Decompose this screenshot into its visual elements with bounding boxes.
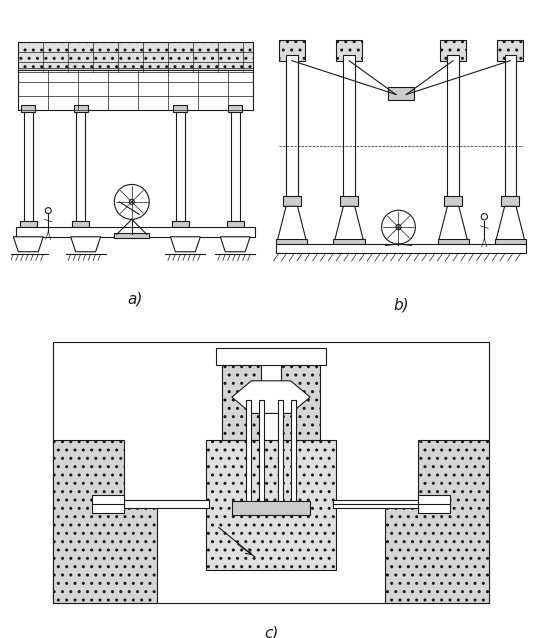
Polygon shape [278, 206, 306, 240]
Bar [216, 348, 326, 364]
Bar [495, 239, 526, 246]
Polygon shape [220, 237, 250, 252]
Bar [18, 70, 253, 110]
Bar [501, 196, 519, 206]
Bar [246, 401, 251, 505]
Bar [114, 233, 149, 238]
Bar [232, 501, 310, 514]
Bar [72, 221, 89, 227]
Bar [24, 107, 33, 222]
Polygon shape [496, 206, 525, 240]
Bar [276, 239, 307, 246]
Bar [74, 105, 88, 112]
Circle shape [45, 207, 51, 214]
Text: c): c) [264, 625, 278, 638]
Bar [279, 40, 305, 61]
Bar [333, 500, 418, 508]
Polygon shape [70, 237, 101, 252]
Polygon shape [439, 206, 467, 240]
Text: b): b) [393, 297, 409, 313]
Bar [76, 107, 85, 222]
Bar [283, 196, 301, 206]
Polygon shape [14, 237, 43, 252]
Bar [92, 495, 124, 513]
Bar [437, 239, 469, 246]
Bar [228, 105, 242, 112]
Text: a): a) [128, 292, 143, 307]
Bar [276, 244, 526, 253]
Bar [388, 87, 414, 100]
Bar [336, 40, 362, 61]
Bar [173, 105, 188, 112]
Bar [222, 358, 261, 440]
Polygon shape [170, 237, 201, 252]
Bar [447, 56, 459, 198]
Bar [444, 196, 462, 206]
Bar [20, 221, 37, 227]
Bar [333, 239, 365, 246]
Bar [340, 196, 358, 206]
Circle shape [396, 225, 401, 230]
Bar [440, 40, 466, 61]
Bar [231, 107, 240, 222]
Bar [291, 401, 296, 505]
Bar [21, 105, 35, 112]
Polygon shape [232, 381, 310, 413]
Bar [172, 221, 189, 227]
Bar [53, 342, 489, 602]
Bar [418, 495, 450, 513]
Bar [16, 227, 255, 237]
Circle shape [481, 214, 487, 220]
Bar [176, 107, 185, 222]
Bar [343, 56, 355, 198]
Bar [278, 401, 283, 505]
Polygon shape [53, 440, 157, 602]
Bar [18, 42, 253, 72]
Bar [227, 221, 244, 227]
Bar [498, 40, 524, 61]
Circle shape [129, 200, 134, 204]
Polygon shape [385, 440, 489, 602]
Bar [286, 56, 298, 198]
Bar [124, 500, 209, 508]
Polygon shape [335, 206, 363, 240]
Bar [505, 56, 516, 198]
Bar [281, 358, 320, 440]
Bar [206, 440, 336, 570]
Bar [259, 401, 264, 505]
